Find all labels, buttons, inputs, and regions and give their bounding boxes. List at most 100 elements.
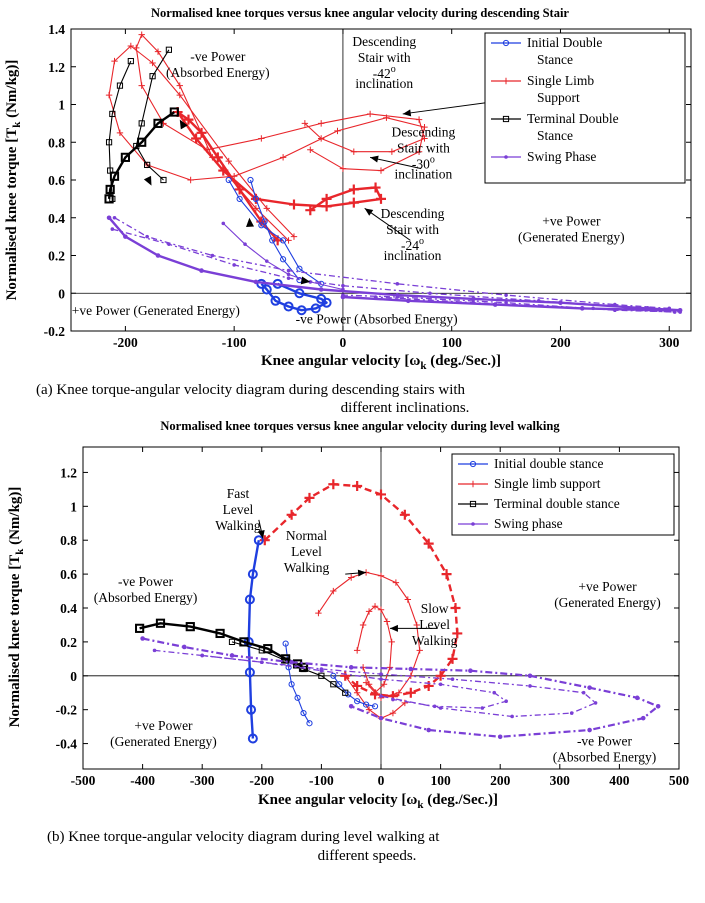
chart-b-title: Normalised knee torques versus knee angu… — [160, 419, 560, 433]
chart-b-point-terminal_double — [215, 628, 225, 639]
chart-b-point-initial_double — [244, 594, 255, 605]
chart-a-legend-marker — [502, 77, 510, 85]
chart-b-ytick-label: -0.4 — [56, 737, 78, 752]
chart-b-legend-label: Initial double stance — [494, 456, 603, 471]
chart-a-series-single_limb-line — [108, 45, 426, 237]
chart-b-point-swing — [182, 644, 187, 650]
chart-a-point-terminal_double — [120, 152, 130, 162]
chart-b-annotation: Normal Level Walking — [284, 528, 330, 575]
chart-a-point-initial_double — [252, 195, 260, 202]
chart-b-series-swing-line — [202, 654, 507, 709]
chart-a-point-terminal_double — [105, 139, 113, 146]
chart-a-xtick-label: 100 — [442, 335, 463, 350]
chart-a-point-swing — [341, 287, 345, 292]
chart-b-point-terminal_double — [282, 657, 289, 664]
chart-b-legend-marker — [469, 460, 477, 468]
chart-b-point-single_limb — [423, 680, 434, 691]
chart-a-arrows — [143, 100, 501, 285]
chart-a-point-initial_double — [261, 284, 272, 295]
chart-a-point-swing — [308, 280, 313, 284]
chart-a-point-single_limb — [263, 205, 270, 212]
chart-b-point-swing — [640, 715, 646, 721]
chart-a-series-initial_double-line — [260, 282, 328, 312]
chart-b-point-single_limb — [441, 569, 452, 580]
chart-a-point-single_limb — [183, 114, 194, 125]
chart-b-legend-marker — [471, 522, 475, 526]
chart-a-point-single_limb — [138, 82, 145, 89]
chart-a-point-single_limb — [196, 127, 207, 138]
chart-a-point-single_limb — [415, 148, 423, 155]
chart-a-point-single_limb — [111, 57, 118, 65]
chart-b-annotation: -ve Power (Absorbed Energy) — [94, 574, 198, 605]
chart-b-point-swing — [468, 668, 473, 674]
chart-a-point-swing — [471, 296, 476, 302]
chart-b-point-initial_double — [330, 672, 337, 679]
chart-a-annotation: +ve Power (Generated Energy) — [518, 213, 625, 244]
chart-a-direction-arrow — [300, 276, 311, 285]
chart-b-point-swing — [426, 727, 431, 733]
chart-a-point-single_limb — [388, 148, 396, 155]
chart-b-y-axis-label: Normalised knee torque [Tk (Nm/kg)] — [7, 487, 26, 728]
chart-a-point-initial_double — [258, 222, 265, 229]
chart-b-point-initial_double — [294, 694, 301, 701]
chart-b-point-single_limb — [392, 579, 400, 586]
chart-a-point-initial_double — [236, 195, 243, 202]
chart-b-point-initial_double — [354, 698, 361, 705]
chart-a-annotation: Descending Stair with -24o inclination — [381, 206, 445, 263]
chart-b-legend-marker — [469, 480, 477, 488]
chart-a-point-swing — [123, 234, 128, 239]
chart-b-annotations: Fast Level Walking Normal Level Walking -ve Po… — [94, 486, 661, 764]
chart-a-point-initial_double — [270, 295, 281, 306]
chart-b-point-swing — [581, 690, 586, 695]
chart-b-annotation-arrowhead — [257, 529, 265, 539]
chart-b-point-swing — [504, 699, 508, 704]
chart-a-point-single_limb — [258, 135, 265, 142]
chart-a-point-swing — [286, 276, 291, 280]
chart-b-point-single_limb — [447, 653, 458, 664]
chart-b-point-swing — [527, 673, 533, 679]
chart-a-point-initial_double — [296, 265, 303, 272]
chart-b-point-single_limb — [423, 538, 434, 549]
chart-a-xtick-label: 0 — [340, 335, 347, 350]
chart-a-xtick-label: 300 — [659, 335, 680, 350]
chart-a-point-single_limb — [133, 44, 140, 52]
chart-a-point-swing — [155, 253, 161, 258]
chart-b-point-terminal_double — [135, 623, 145, 633]
chart-a-xtick-label: -100 — [222, 335, 247, 350]
chart-b-point-single_limb — [377, 606, 385, 613]
chart-b-point-initial_double — [336, 681, 343, 688]
chart-b-point-single_limb — [348, 574, 355, 581]
chart-a-point-swing — [341, 283, 345, 288]
chart-a: Normalised knee torques versus knee angu… — [4, 6, 692, 416]
chart-b-point-single_limb — [452, 628, 463, 639]
chart-a-point-terminal_double — [127, 57, 134, 65]
chart-a-point-single_limb — [366, 110, 374, 118]
chart-b-point-swing — [200, 653, 204, 658]
chart-b-point-single_limb — [376, 489, 386, 500]
chart-a-point-single_limb — [176, 82, 183, 89]
chart-b-point-single_limb — [395, 689, 403, 696]
chart-b-legend-box — [451, 453, 675, 536]
chart-a-point-single_limb — [321, 193, 332, 204]
chart-a-annotation: -ve Power (Absorbed Energy) — [166, 49, 270, 80]
chart-b-xtick-label: 300 — [550, 773, 571, 788]
chart-a-point-initial_double — [310, 303, 321, 314]
chart-a-point-swing — [145, 234, 149, 239]
chart-a-legend-box — [484, 32, 686, 184]
chart-a-point-terminal_double — [109, 171, 120, 181]
chart-a-annotation: +ve Power (Generated Energy) — [72, 303, 240, 318]
chart-b-point-single_limb — [450, 603, 461, 613]
chart-b-xtick-label: 0 — [378, 773, 385, 788]
chart-b-legend-label: Single limb support — [494, 476, 601, 491]
chart-b-axes: -500 -400 -300 -200 -100 0 100 200 300 400 500 -0.4… — [56, 447, 689, 788]
chart-b-point-swing — [378, 715, 384, 721]
chart-a-point-initial_double — [294, 288, 305, 299]
chart-a-ytick-label: 1.4 — [48, 22, 65, 37]
chart-b-point-single_limb — [405, 687, 416, 698]
chart-a-point-single_limb — [421, 135, 428, 142]
chart-a-point-single_limb — [176, 91, 183, 99]
chart-b-point-single_limb — [353, 647, 361, 654]
caption-b-line-1: (b) Knee torque-angular velocity diagram… — [47, 829, 440, 845]
chart-b-xtick-label: -400 — [130, 773, 155, 788]
chart-b-point-initial_double — [247, 569, 258, 580]
